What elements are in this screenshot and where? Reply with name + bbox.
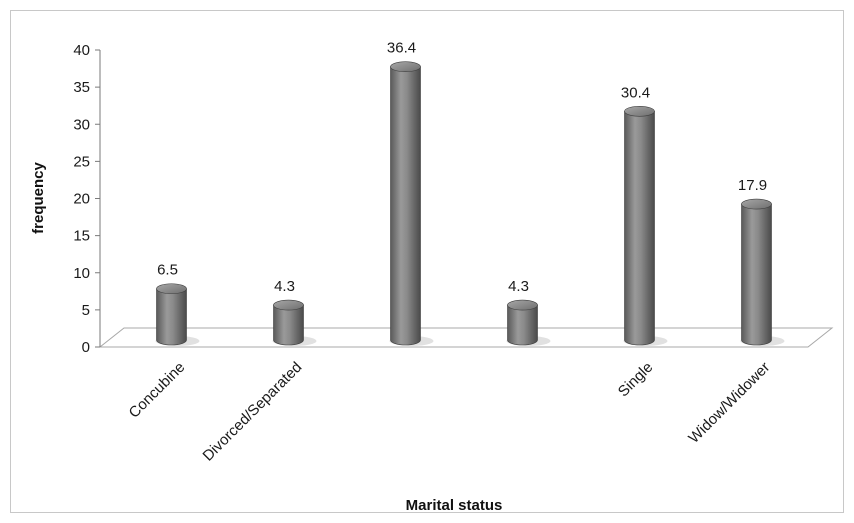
y-axis-title: frequency (30, 162, 47, 234)
y-tick-label: 35 (73, 79, 90, 96)
data-label: 6.5 (157, 262, 178, 279)
chart-frame (10, 10, 844, 513)
y-tick-label: 25 (73, 153, 90, 170)
data-labels: 6.5 4.3 36.4 4.3 30.4 17.9 (157, 40, 767, 295)
category-label: Concubine (126, 359, 189, 422)
y-tick-label: 10 (73, 265, 90, 282)
data-label: 36.4 (387, 40, 416, 57)
y-tick-label: 30 (73, 116, 90, 133)
data-label: 17.9 (738, 177, 767, 194)
y-tick-label: 15 (73, 228, 90, 245)
bar (623, 105, 668, 346)
bar (155, 283, 200, 346)
category-label: Widow/Widower (685, 359, 773, 447)
y-tick-label: 0 (82, 339, 90, 356)
bar (506, 299, 551, 346)
y-axis-ticks: 0 5 10 15 20 25 30 35 40 (73, 42, 100, 356)
chart-floor (98, 327, 834, 348)
data-label: 30.4 (621, 84, 650, 101)
category-label: Single (615, 359, 657, 401)
bar (389, 61, 434, 346)
category-labels: Concubine Divorced/Separated Single Widow/W… (126, 359, 774, 465)
y-tick-label: 5 (82, 302, 90, 319)
bar (272, 299, 317, 346)
data-label: 4.3 (274, 278, 295, 295)
x-axis-title: Marital status (406, 497, 503, 514)
category-label: Divorced/Separated (200, 359, 306, 465)
y-tick-label: 40 (73, 42, 90, 59)
bars (155, 61, 785, 346)
bar (740, 198, 785, 346)
y-tick-label: 20 (73, 191, 90, 208)
data-label: 4.3 (508, 278, 529, 295)
